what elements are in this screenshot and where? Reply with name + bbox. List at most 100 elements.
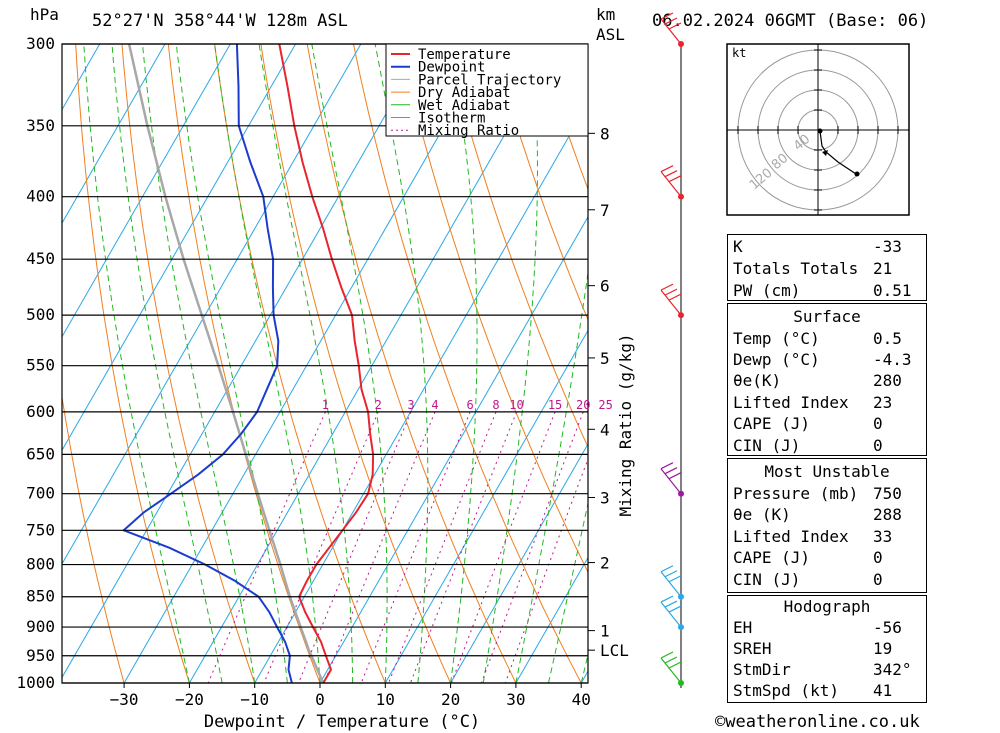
wind-barb-flag (668, 472, 682, 480)
wind-barb-flag (664, 170, 678, 178)
mixing-ratio-label: 8 (492, 398, 499, 412)
k-index-label: K (733, 237, 743, 256)
wind-barb (660, 595, 682, 628)
height-tick-label: 1 (600, 622, 610, 641)
pressure-tick-label: 350 (26, 116, 55, 135)
x-tick-label: 10 (376, 690, 395, 709)
indices-top-table: K -33 Totals Totals 21 PW (cm) 0.51 (727, 234, 927, 301)
stmdir-label: StmDir (733, 660, 791, 679)
pressure-tick-label: 950 (26, 646, 55, 665)
isotherm-line (319, 215, 588, 683)
wind-barb-flag (664, 288, 678, 296)
legend-label: Wet Adiabat (418, 98, 511, 114)
wind-barb (660, 651, 682, 684)
k-index-value: -33 (873, 237, 902, 256)
mu-pressure-label: Pressure (mb) (733, 484, 859, 503)
height-unit-km: km (596, 5, 616, 24)
legend-label: Mixing Ratio (418, 123, 519, 139)
height-tick-label: 8 (600, 124, 610, 143)
mixing-ratio-label: 4 (431, 398, 438, 412)
height-tick-label: LCL (600, 641, 629, 660)
pressure-tick-label: 500 (26, 305, 55, 324)
surface-thetae-label: θe(K) (733, 371, 782, 390)
x-axis-title: Dewpoint / Temperature (°C) (204, 712, 480, 732)
pressure-tick-label: 900 (26, 617, 55, 636)
pressure-tick-label: 450 (26, 249, 55, 268)
surface-dewp-label: Dewp (°C) (733, 350, 820, 369)
height-tick-label: 3 (600, 488, 610, 507)
isotherm-line (515, 556, 588, 683)
wind-barb-flag (668, 293, 682, 301)
mu-cin-label: CIN (J) (733, 570, 801, 589)
legend-label: Parcel Trajectory (418, 72, 561, 88)
mixing-ratio-label: 10 (509, 398, 523, 412)
x-tick-label: 0 (315, 690, 325, 709)
height-tick-label: 4 (600, 420, 610, 439)
hodograph-table: Hodograph EH -56 SREH 19 StmDir 342° StmSpd… (727, 595, 927, 703)
wind-barb-flag (664, 656, 678, 664)
pressure-tick-label: 750 (26, 520, 55, 539)
mixing-ratio-line (360, 411, 471, 683)
pressure-tick-label: 650 (26, 444, 55, 463)
surface-cin-value: 0 (873, 436, 883, 455)
mixing-ratio-label: 20 (576, 398, 590, 412)
mixing-ratio-label: 2 (375, 398, 382, 412)
wind-barb-flag (660, 12, 674, 20)
wind-barb-shaft (660, 18, 682, 45)
mixing-ratio-line (298, 411, 412, 683)
x-tick-label: −20 (175, 690, 204, 709)
hodograph-title: Hodograph (783, 597, 871, 616)
isotherm-line (62, 44, 231, 338)
wind-barb-shaft (660, 289, 682, 316)
legend-label: Dewpoint (418, 60, 485, 76)
isotherm-line (62, 44, 427, 679)
mixing-ratio-line (263, 411, 379, 683)
dry-adiabat-line (445, 44, 588, 449)
wind-barb-flag (660, 462, 674, 470)
wind-barb-flag (668, 175, 682, 183)
wind-barb-flag (660, 595, 674, 603)
wet-adiabat-line (374, 44, 429, 683)
height-tick-label: 2 (600, 554, 610, 573)
surface-temp-label: Temp (°C) (733, 329, 820, 348)
x-tick-label: −10 (240, 690, 269, 709)
totals-label: Totals Totals (733, 259, 859, 278)
copyright-text[interactable]: ©weatheronline.co.uk (715, 712, 920, 732)
mixing-ratio-label: 25 (598, 398, 612, 412)
mixing-ratio-axis-title: Mixing Ratio (g/kg) (616, 333, 635, 516)
isotherm-line (188, 44, 558, 683)
wind-barb-flag (664, 467, 678, 475)
dry-adiabat-line (491, 44, 588, 322)
surface-cape-label: CAPE (J) (733, 414, 811, 433)
isotherm-line (384, 329, 588, 683)
isotherm-line (450, 443, 588, 683)
mixing-ratio-line (388, 411, 497, 683)
wind-barb-flag (664, 570, 678, 578)
mu-cin-value: 0 (873, 570, 883, 589)
wind-barb-flag (668, 661, 682, 669)
wind-barb (660, 165, 682, 198)
pw-label: PW (cm) (733, 281, 801, 300)
location-title: 52°27'N 358°44'W 128m ASL (92, 11, 348, 31)
pw-value: 0.51 (873, 281, 912, 300)
x-tick-label: 40 (572, 690, 591, 709)
wind-barb-flag (660, 283, 674, 291)
skew-t-diagram: 3003504004505005506006507007508008509009… (16, 12, 684, 732)
mixing-ratio-label: 3 (407, 398, 414, 412)
legend-label: Isotherm (418, 111, 485, 127)
pressure-unit-label: hPa (30, 5, 59, 24)
wind-barb-shaft (660, 601, 682, 628)
mu-pressure-value: 750 (873, 484, 902, 503)
wind-barb (660, 565, 682, 598)
surface-cape-value: 0 (873, 414, 883, 433)
wind-barb-shaft (660, 657, 682, 684)
wind-barb (660, 283, 682, 316)
height-tick-label: 7 (600, 201, 610, 220)
pressure-tick-label: 400 (26, 187, 55, 206)
isotherm-line (62, 44, 166, 225)
sreh-label: SREH (733, 639, 772, 658)
hodograph-unit-label: kt (732, 46, 746, 60)
wind-barb-flag (660, 651, 674, 659)
mu-thetae-value: 288 (873, 505, 902, 524)
